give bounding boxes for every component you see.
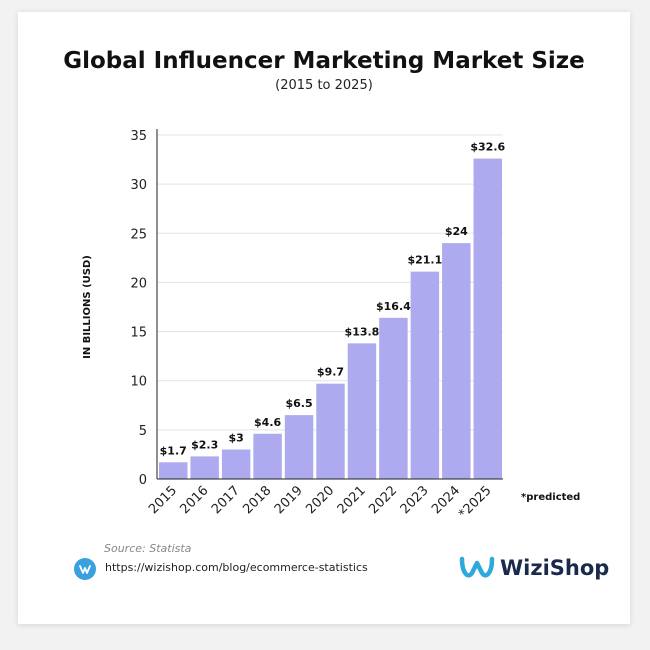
- x-tick-label: 2023: [398, 483, 432, 517]
- bar: [379, 317, 408, 479]
- chart-card: Global Influencer Marketing Market Size …: [18, 12, 630, 624]
- bar: [253, 433, 282, 479]
- bar: [347, 343, 377, 479]
- bar-chart: $1.7 $2.3 $3 $4.6 $6.5 $9.7 $13.8 $16.4 $21.1 $24…: [82, 129, 580, 522]
- x-tick-label: 2015: [146, 483, 180, 517]
- y-tick-label: 0: [139, 473, 147, 488]
- source-note: Source: Statista: [104, 542, 192, 555]
- bar: [410, 271, 440, 479]
- y-tick-label: 30: [130, 178, 147, 193]
- bar-value-label: $13.8: [345, 325, 380, 338]
- bar: [442, 243, 471, 479]
- bar-value-label: $16.4: [376, 300, 411, 313]
- predicted-footnote: *predicted: [521, 492, 580, 503]
- y-tick-label: 25: [130, 227, 147, 242]
- bar: [159, 462, 188, 479]
- bar-value-label: $2.3: [191, 438, 218, 451]
- bar: [473, 158, 502, 480]
- bar-value-label: $32.6: [470, 141, 505, 154]
- bar-value-label: $24: [445, 225, 468, 238]
- bar-value-label: $1.7: [160, 444, 187, 457]
- x-tick-label: 2019: [272, 483, 306, 517]
- x-tick-label: 2018: [240, 483, 274, 517]
- y-tick-label: 10: [130, 375, 147, 390]
- bar-value-label: $6.5: [285, 397, 312, 410]
- source-link[interactable]: https://wizishop.com/blog/ecommerce-stat…: [105, 561, 368, 574]
- x-tick-label: 2017: [209, 483, 243, 517]
- x-tick-label: 2021: [335, 483, 369, 517]
- chart-title: Global Influencer Marketing Market Size: [63, 48, 585, 74]
- x-tick-label: 2020: [303, 483, 337, 517]
- y-axis-label: IN BILLIONS (USD): [82, 255, 93, 359]
- bar: [221, 449, 251, 479]
- bar: [284, 415, 314, 479]
- bar-value-label: $9.7: [317, 366, 344, 379]
- bar: [316, 383, 345, 479]
- brand-name: WiziShop: [500, 556, 610, 580]
- y-tick-label: 5: [139, 424, 147, 439]
- y-tick-label: 20: [130, 276, 147, 291]
- bar-value-label: $3: [228, 432, 243, 445]
- wizishop-logo: WiziShop: [458, 553, 609, 583]
- x-tick-label: 2016: [178, 483, 212, 517]
- y-tick-label: 15: [130, 326, 147, 341]
- bar: [190, 456, 219, 479]
- x-tick-label: 2022: [366, 483, 400, 517]
- y-tick-label: 35: [130, 129, 147, 144]
- bar-value-label: $21.1: [407, 254, 442, 267]
- x-tick-label: *2025: [456, 483, 495, 522]
- chart-subtitle: (2015 to 2025): [275, 78, 373, 93]
- wizishop-logo-icon: [459, 556, 495, 578]
- bars: $1.7 $2.3 $3 $4.6 $6.5 $9.7 $13.8 $16.4 $21.1 $24…: [159, 141, 506, 480]
- wizishop-link-icon: [74, 558, 96, 580]
- bar-value-label: $4.6: [254, 416, 281, 429]
